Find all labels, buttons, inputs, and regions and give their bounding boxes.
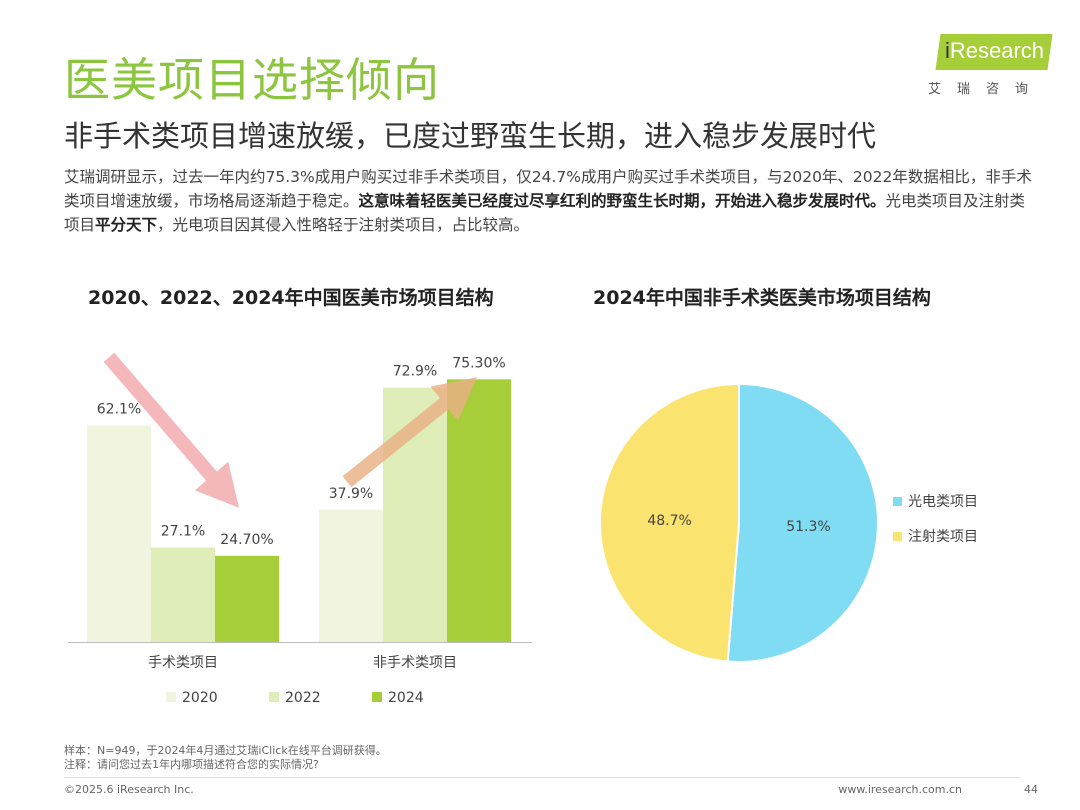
logo-wordmark: iResearch <box>944 38 1044 63</box>
pie-label: 48.7% <box>647 513 691 529</box>
bar-chart-title: 2020、2022、2024年中国医美市场项目结构 <box>88 287 494 309</box>
bar-2022-0 <box>151 547 215 642</box>
page-subtitle: 非手术类项目增速放缓，已度过野蛮生长期，进入稳步发展时代 <box>64 119 877 153</box>
trend-arrow-up <box>342 377 477 488</box>
iresearch-logo: iResearch 艾瑞咨询 <box>928 34 1053 100</box>
bar-2024-0 <box>215 555 279 642</box>
pie-legend-label: 注射类项目 <box>908 529 978 545</box>
page-title: 医美项目选择倾向 <box>64 53 440 107</box>
legend-label: 2024 <box>388 690 424 706</box>
website-link[interactable]: www.iresearch.com.cn <box>838 783 962 796</box>
legend-label: 2020 <box>182 690 218 706</box>
data-label: 27.1% <box>161 523 205 539</box>
data-label: 62.1% <box>97 401 141 417</box>
data-label: 37.9% <box>329 486 373 502</box>
data-label: 24.70% <box>220 532 273 548</box>
sample-note: 样本：N=949，于2024年4月通过艾瑞iClick在线平台调研获得。 <box>64 744 387 757</box>
data-label: 72.9% <box>393 364 437 380</box>
legend-label: 2022 <box>285 690 321 706</box>
pie-legend-swatch-0 <box>893 497 902 506</box>
footer-divider <box>64 777 1020 778</box>
bar-2020-1 <box>319 509 383 642</box>
category-label: 手术类项目 <box>148 655 218 671</box>
data-label: 75.30% <box>452 355 505 371</box>
copyright: ©2025.6 iResearch Inc. <box>64 783 194 796</box>
legend-swatch-2022 <box>269 692 279 702</box>
pie-legend-label: 光电类项目 <box>908 494 978 510</box>
logo-chinese-name: 艾瑞咨询 <box>928 82 1045 97</box>
pie-slice-1 <box>599 382 740 663</box>
legend-swatch-2024 <box>372 692 382 702</box>
legend-swatch-2020 <box>166 692 176 702</box>
pie-label: 51.3% <box>786 519 830 535</box>
pie-slice-0 <box>726 382 879 663</box>
intro-paragraph: 艾瑞调研显示，过去一年内约75.3%成用户购买过非手术类项目，仅24.7%成用户… <box>64 168 1032 234</box>
pie-chart-title: 2024年中国非手术类医美市场项目结构 <box>593 287 931 309</box>
trend-arrow-down <box>103 352 239 508</box>
page-number: 44 <box>1024 783 1038 796</box>
pie-legend-swatch-1 <box>893 532 902 541</box>
annotation-note: 注释：请问您过去1年内哪项描述符合您的实际情况? <box>64 758 319 771</box>
footnotes: 样本：N=949，于2024年4月通过艾瑞iClick在线平台调研获得。 注释：… <box>64 744 387 772</box>
bar-2024-1 <box>447 379 511 642</box>
category-label: 非手术类项目 <box>373 655 457 671</box>
bar-2020-0 <box>87 425 151 642</box>
